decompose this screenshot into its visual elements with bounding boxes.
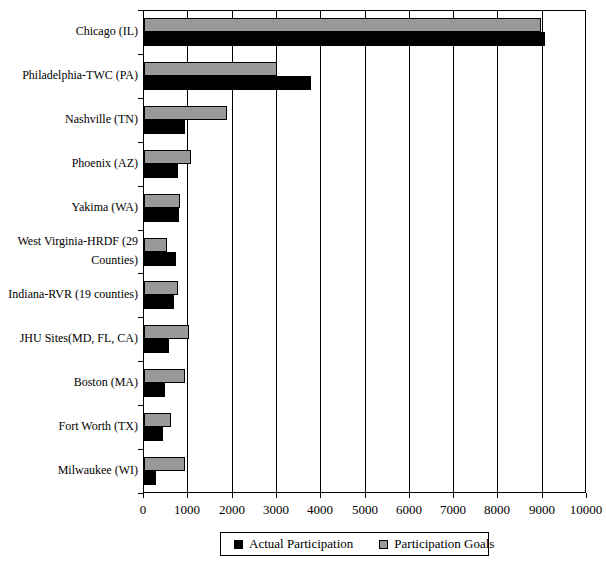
y-tick-mark — [138, 10, 143, 11]
x-tick-label: 5000 — [352, 502, 378, 518]
y-tick-mark — [138, 361, 143, 362]
bar-participation-goals — [144, 457, 185, 471]
legend-swatch-actual-icon — [234, 540, 243, 549]
bar-participation-goals — [144, 18, 541, 32]
y-tick-mark — [138, 317, 143, 318]
x-tick-mark — [276, 493, 277, 498]
legend-swatch-goals-icon — [379, 540, 388, 549]
category-label: Fort Worth (TX) — [0, 417, 138, 436]
x-tick-mark — [365, 493, 366, 498]
plot-area — [143, 10, 586, 493]
legend-item-actual: Actual Participation — [234, 536, 353, 552]
legend: Actual Participation Participation Goals — [220, 532, 489, 556]
x-tick-mark — [409, 493, 410, 498]
x-tick-mark — [586, 493, 587, 498]
bar-actual-participation — [144, 295, 174, 309]
bar-participation-goals — [144, 325, 189, 339]
y-tick-mark — [138, 230, 143, 231]
x-tick-mark — [542, 493, 543, 498]
y-tick-mark — [138, 405, 143, 406]
bar-participation-goals — [144, 281, 178, 295]
bar-participation-goals — [144, 106, 227, 120]
y-tick-mark — [138, 449, 143, 450]
bar-actual-participation — [144, 383, 165, 397]
category-label: Chicago (IL) — [0, 22, 138, 41]
x-tick-mark — [232, 493, 233, 498]
category-label: Yakima (WA) — [0, 198, 138, 217]
gridline — [497, 11, 498, 492]
y-tick-mark — [138, 98, 143, 99]
gridline — [365, 11, 366, 492]
bar-participation-goals — [144, 238, 167, 252]
bar-actual-participation — [144, 252, 176, 266]
x-tick-mark — [187, 493, 188, 498]
bar-actual-participation — [144, 32, 545, 46]
bar-participation-goals — [144, 150, 191, 164]
gridline — [320, 11, 321, 492]
category-label: Philadelphia-TWC (PA) — [0, 66, 138, 85]
bar-actual-participation — [144, 76, 311, 90]
x-tick-label: 9000 — [529, 502, 555, 518]
bar-participation-goals — [144, 369, 185, 383]
bar-actual-participation — [144, 427, 163, 441]
x-tick-label: 7000 — [440, 502, 466, 518]
x-tick-mark — [320, 493, 321, 498]
bar-actual-participation — [144, 164, 178, 178]
bar-chart-figure: Chicago (IL) Philadelphia-TWC (PA) Nashvil… — [0, 0, 606, 563]
x-tick-label: 10000 — [570, 502, 603, 518]
category-label: Nashville (TN) — [0, 110, 138, 129]
y-tick-mark — [138, 186, 143, 187]
gridline — [409, 11, 410, 492]
category-label: Phoenix (AZ) — [0, 154, 138, 173]
x-tick-label: 0 — [140, 502, 147, 518]
x-tick-label: 1000 — [174, 502, 200, 518]
y-tick-mark — [138, 54, 143, 55]
x-tick-label: 3000 — [263, 502, 289, 518]
category-label: JHU Sites(MD, FL, CA) — [0, 329, 138, 348]
category-label: Indiana-RVR (19 counties) — [0, 285, 138, 304]
legend-label-goals: Participation Goals — [394, 536, 494, 552]
x-tick-mark — [497, 493, 498, 498]
bar-participation-goals — [144, 62, 277, 76]
x-tick-label: 4000 — [307, 502, 333, 518]
bar-actual-participation — [144, 120, 185, 134]
category-label: Boston (MA) — [0, 373, 138, 392]
bar-actual-participation — [144, 471, 156, 485]
y-tick-mark — [138, 273, 143, 274]
bar-actual-participation — [144, 339, 169, 353]
gridline — [542, 11, 543, 492]
bar-participation-goals — [144, 413, 171, 427]
x-tick-label: 6000 — [396, 502, 422, 518]
x-tick-mark — [453, 493, 454, 498]
x-tick-label: 8000 — [484, 502, 510, 518]
legend-label-actual: Actual Participation — [249, 536, 353, 552]
gridline — [453, 11, 454, 492]
category-label: West Virginia-HRDF (29 Counties) — [0, 232, 138, 269]
y-tick-mark — [138, 142, 143, 143]
x-tick-label: 2000 — [219, 502, 245, 518]
bar-actual-participation — [144, 208, 179, 222]
bar-participation-goals — [144, 194, 180, 208]
category-label: Milwaukee (WI) — [0, 461, 138, 480]
x-tick-mark — [143, 493, 144, 498]
legend-item-goals: Participation Goals — [379, 536, 494, 552]
